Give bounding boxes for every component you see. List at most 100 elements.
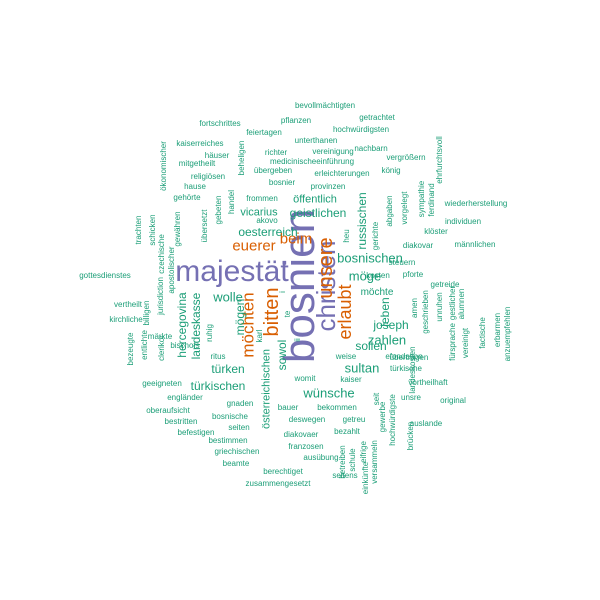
word-58: abgaben [385, 195, 394, 227]
word-77: befestigen [177, 428, 215, 437]
word-123: karl [255, 329, 264, 343]
word-127: sympathie [417, 180, 426, 218]
word-121: entlichte [140, 330, 149, 360]
word-87: deswegen [288, 415, 326, 424]
word-93: bosnische [211, 412, 249, 421]
word-129: ferdinand [427, 183, 436, 217]
word-4: erlaubt [335, 284, 355, 340]
word-128: ehrfurchtsvoll [435, 136, 444, 184]
word-22: türken [211, 362, 245, 376]
word-53: gehörte [173, 193, 201, 202]
word-14: geistlichen [289, 206, 347, 220]
word-139: erbarmen [493, 312, 502, 348]
word-55: akovo [256, 216, 278, 225]
word-133: gestlicher [448, 285, 457, 321]
word-51: hause [184, 182, 206, 191]
word-74: engländer [167, 393, 203, 402]
word-103: unsre [400, 393, 422, 402]
word-20: sowol [275, 339, 289, 371]
word-19: leben [378, 297, 392, 327]
word-9: wolle [213, 289, 243, 305]
word-89: bekommen [317, 403, 357, 412]
word-29: vicarius [240, 206, 278, 219]
word-10: sultan [344, 360, 380, 376]
word-36: hochwürdigsten [332, 125, 390, 134]
word-80: beamte [222, 459, 250, 468]
word-68: getreide [430, 280, 460, 289]
word-126: i [278, 291, 287, 293]
word-15: oesterreich [238, 225, 298, 239]
word-42: häuser [204, 151, 230, 160]
word-37: kaiserreiches [176, 139, 224, 148]
word-116: apostolischer [167, 246, 176, 294]
word-62: klöster [424, 227, 448, 236]
word-148: einkünfte [361, 461, 370, 495]
word-48: religiösen [190, 172, 226, 181]
word-66: pforte [402, 270, 424, 279]
word-7: bitten [261, 287, 283, 337]
word-5: euerer [232, 237, 276, 255]
word-149: seit [372, 392, 381, 406]
word-90: bezahlt [334, 427, 360, 436]
word-141: hochwürdigste [388, 394, 397, 446]
word-122: bezeugte [126, 332, 135, 366]
word-46: übergeben [253, 166, 293, 175]
word-76: bestritten [164, 417, 198, 426]
word-26: russischen [355, 192, 369, 250]
word-113: trachten [134, 215, 143, 245]
word-146: schule [348, 448, 357, 472]
word-96: bischofs [170, 341, 200, 350]
word-137: vereinigt [461, 327, 470, 359]
word-13: bosnischen [337, 250, 403, 266]
word-140: anzuempfehlen [503, 306, 512, 362]
word-111: beheligen [237, 140, 246, 176]
word-60: wiederherstellung [444, 199, 508, 208]
word-44: vergrößern [386, 153, 426, 162]
word-1: majestät [175, 255, 289, 288]
word-47: erleichterungen [314, 169, 370, 178]
word-138: factische [478, 317, 487, 349]
word-63: diakovar [402, 241, 434, 250]
word-125: ii [293, 338, 302, 342]
word-117: jurisdiction [156, 277, 165, 315]
word-132: unruhen [435, 292, 444, 322]
word-143: brücken [406, 421, 415, 451]
word-72: märkte [147, 332, 173, 341]
word-98: kaiser [340, 375, 362, 384]
word-88: bauer [277, 403, 299, 412]
word-75: oberaufsicht [146, 406, 190, 415]
word-145: eifrige [359, 441, 368, 463]
word-39: nachbarn [354, 144, 388, 153]
word-27: möchte [360, 287, 394, 298]
word-61: individuen [444, 217, 482, 226]
word-115: czechische [157, 234, 166, 274]
word-71: kirchliche [109, 315, 143, 324]
word-3: unsere [315, 237, 337, 299]
word-94: seiten [228, 423, 250, 432]
word-12: möge [348, 268, 382, 284]
word-52: provinzen [310, 182, 346, 191]
word-50: könig [381, 166, 401, 175]
word-32: pflanzen [280, 116, 312, 125]
word-35: feiertagen [246, 128, 282, 137]
word-136: fürsprache [448, 323, 457, 361]
word-49: bosnier [268, 178, 296, 187]
word-56: heu [342, 229, 351, 243]
word-17: sollen [355, 339, 387, 353]
word-114: schicken [148, 214, 157, 246]
word-41: vereinigung [312, 147, 354, 156]
word-6: beim [279, 230, 313, 248]
word-105: original [440, 396, 466, 405]
word-92: gnaden [226, 399, 254, 408]
word-43: medicinischeeinführung [269, 157, 355, 166]
word-120: billigen [142, 300, 151, 326]
word-104: vortheilhaft [408, 378, 448, 387]
word-118: clerikor [157, 335, 166, 361]
word-131: geschrieben [421, 290, 430, 334]
word-69: gottesdienstes [79, 271, 131, 280]
word-31: bevollmächtigten [294, 101, 356, 110]
word-119: ruhig [205, 324, 214, 342]
word-124: te [283, 310, 292, 318]
word-130: amen [410, 297, 419, 319]
word-101: türkische [389, 364, 423, 373]
